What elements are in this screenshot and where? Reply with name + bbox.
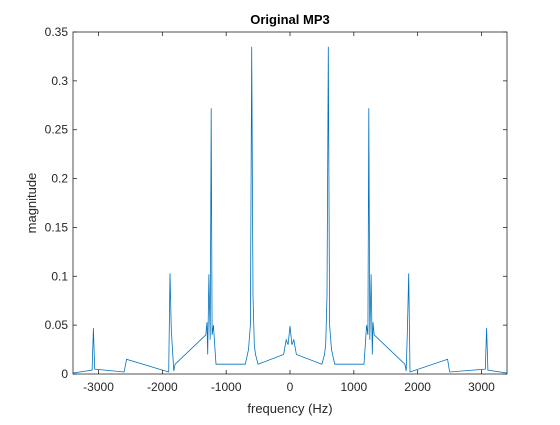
y-tick-label: 0.05 <box>45 318 69 332</box>
y-tick-label: 0.3 <box>51 74 68 88</box>
x-tick-label: -3000 <box>83 380 114 394</box>
y-axis-label: magnitude <box>24 173 39 234</box>
x-tick-label: -1000 <box>211 380 242 394</box>
x-tick-label: 0 <box>287 380 294 394</box>
y-tick-label: 0.25 <box>45 123 69 137</box>
y-tick-label: 0.15 <box>45 220 69 234</box>
x-tick-label: 3000 <box>468 380 495 394</box>
x-tick-label: -2000 <box>147 380 178 394</box>
chart-title: Original MP3 <box>250 12 329 27</box>
y-tick-label: 0.35 <box>45 25 69 39</box>
y-tick-label: 0.1 <box>51 269 68 283</box>
x-tick-label: 2000 <box>404 380 431 394</box>
y-tick-label: 0.2 <box>51 172 68 186</box>
plot-area-background <box>73 32 507 374</box>
x-tick-label: 1000 <box>340 380 367 394</box>
y-tick-label: 0 <box>61 367 68 381</box>
x-axis-label: frequency (Hz) <box>247 401 332 416</box>
